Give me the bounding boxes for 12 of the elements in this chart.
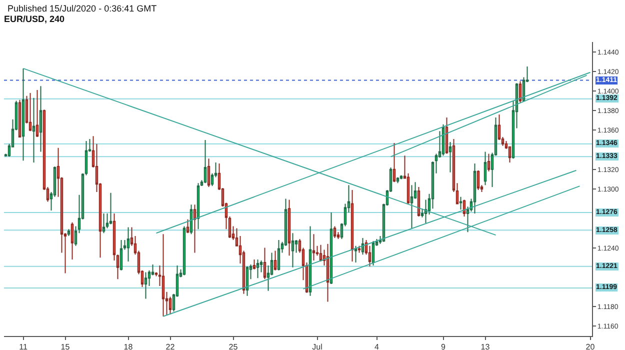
chart-title: Published 15/Jul/2020 - 0:36:41 GMT — [8, 4, 158, 14]
x-tick-label: 22 — [166, 342, 176, 350]
chart-subtitle: EUR/USD, 240 — [4, 14, 65, 24]
x-tick-label: 18 — [124, 342, 134, 350]
x-tick-label: 9 — [441, 342, 446, 350]
x-tick-label: 20 — [586, 342, 596, 350]
x-tick-label: 4 — [374, 342, 380, 350]
x-tick-label: 11 — [19, 342, 28, 350]
x-tick-label: Jul — [312, 342, 323, 350]
x-tick-label: 13 — [480, 342, 490, 350]
x-tick-label: 15 — [60, 342, 70, 350]
x-tick-label: 25 — [228, 342, 238, 350]
